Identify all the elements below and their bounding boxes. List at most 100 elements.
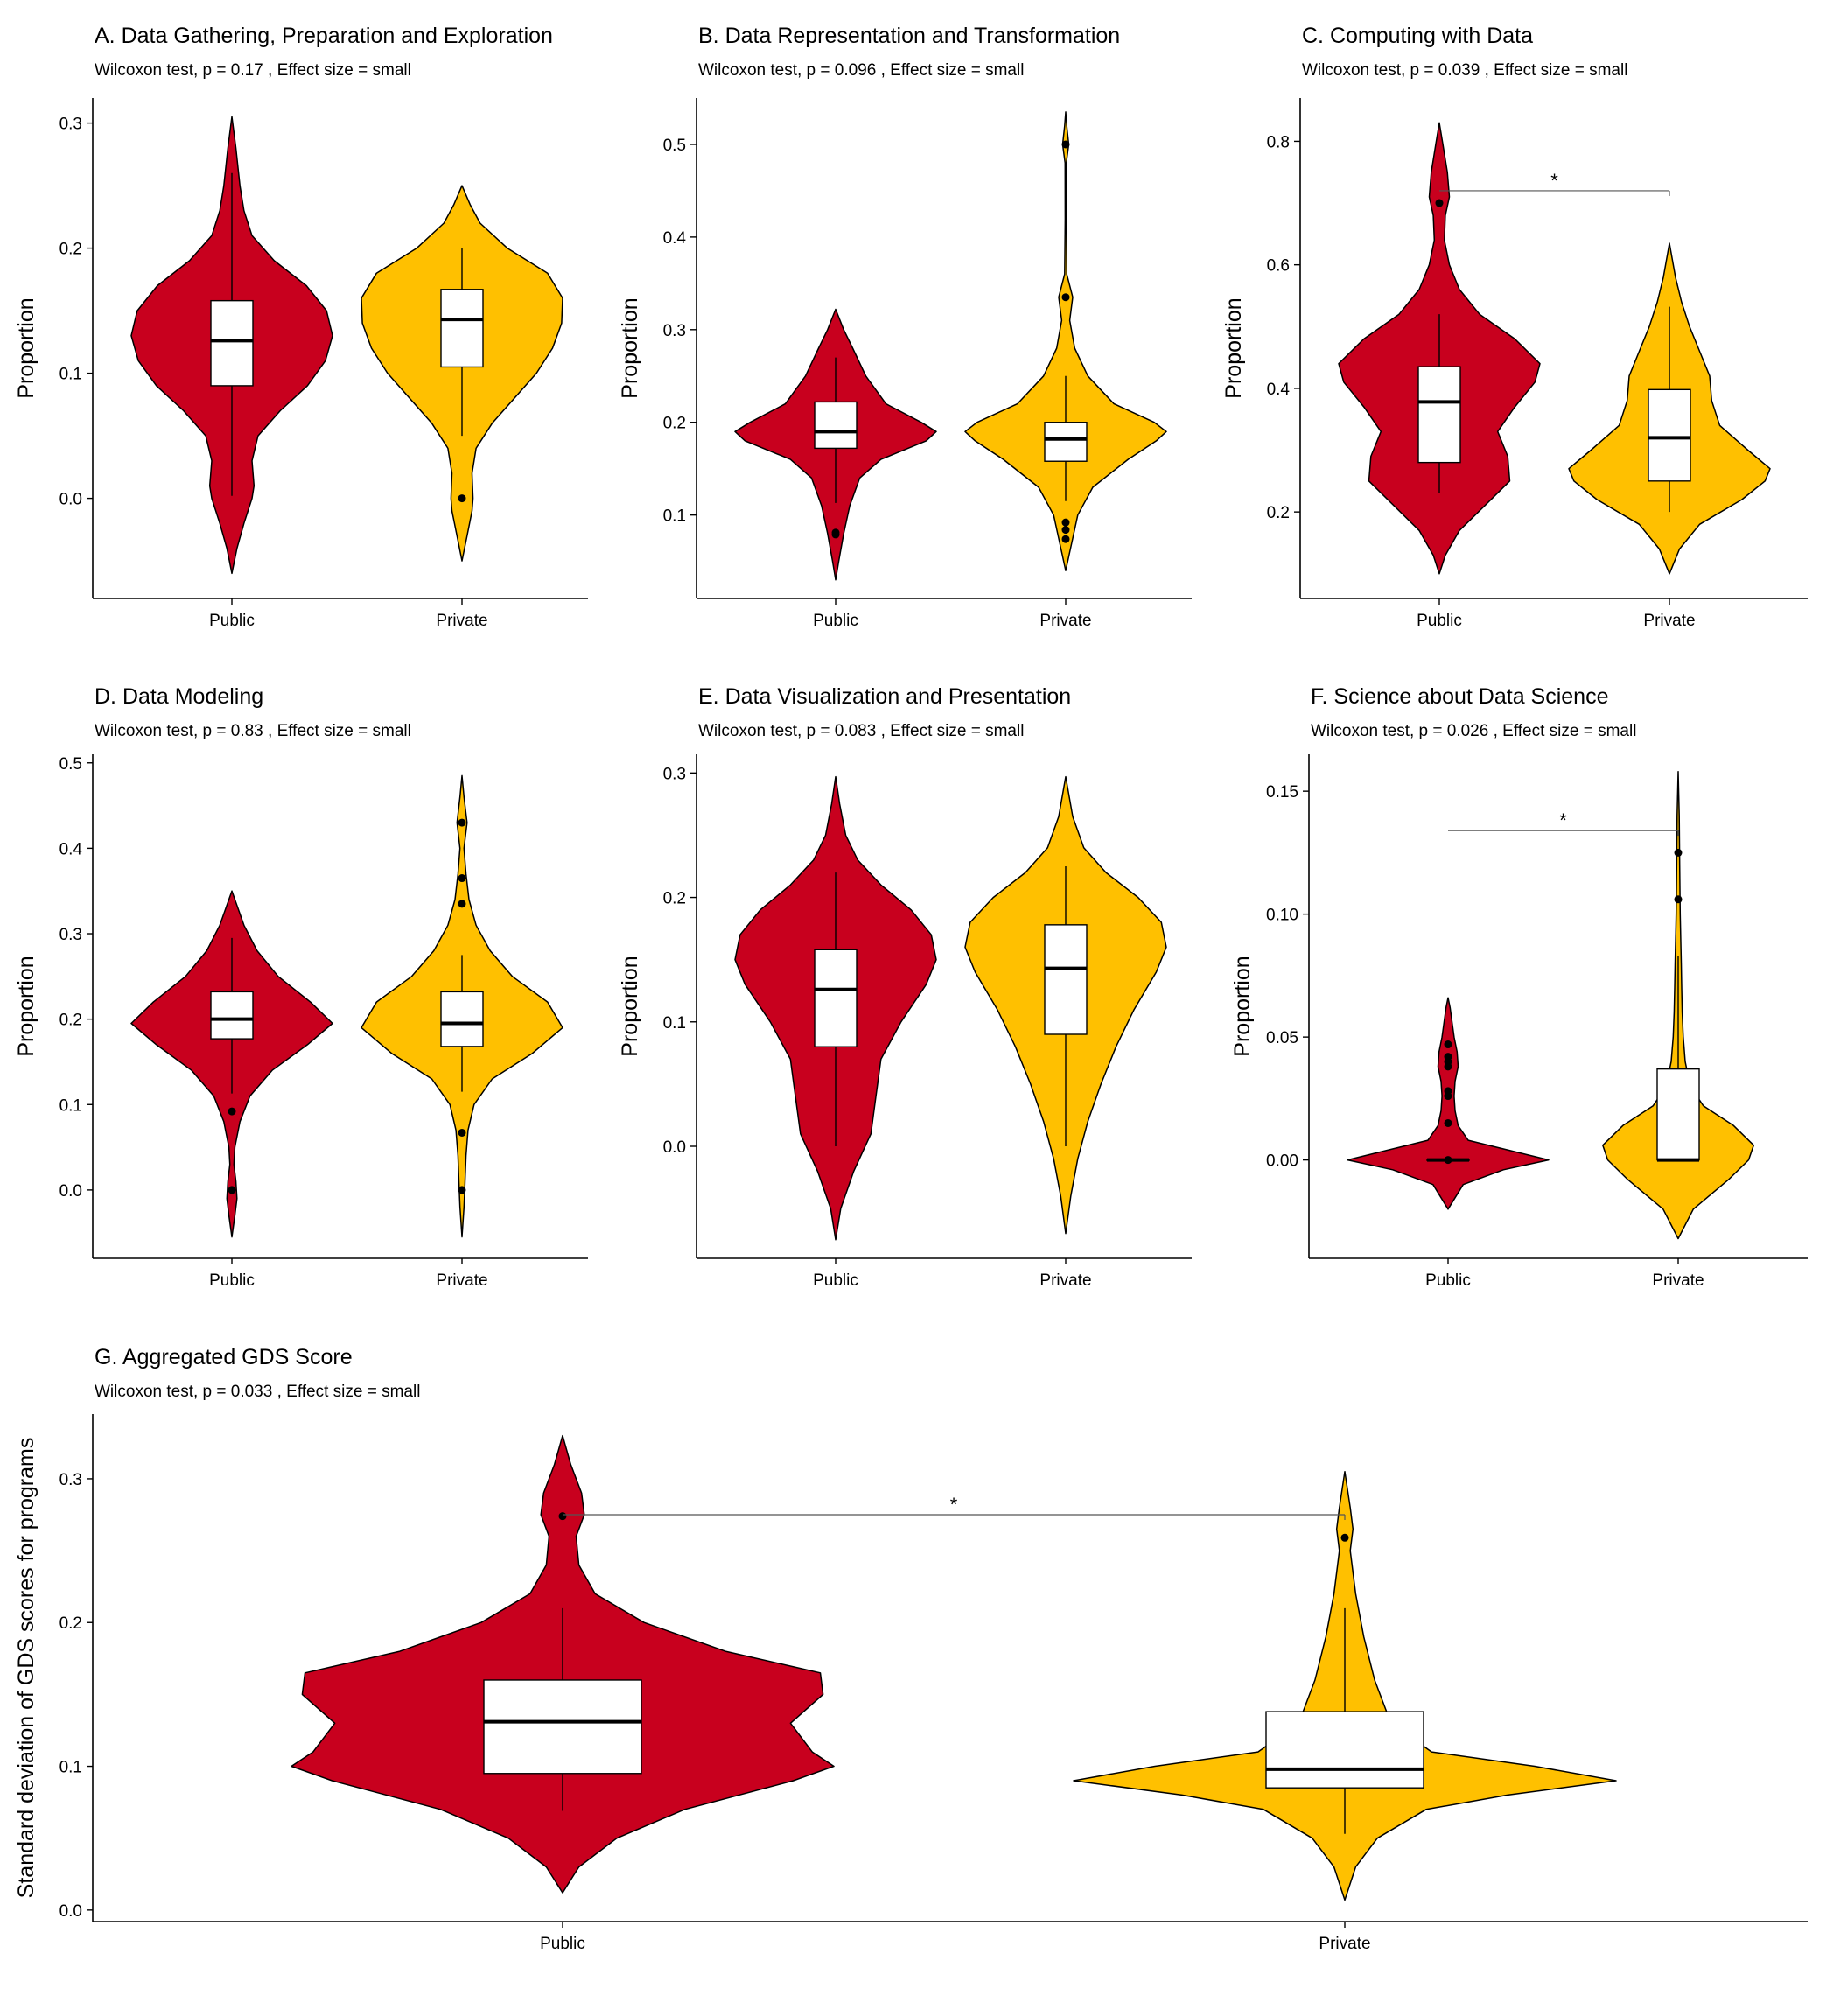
- chart-subtitle: Wilcoxon test, p = 0.83 , Effect size = …: [94, 722, 411, 740]
- y-axis-title: Proportion: [1222, 298, 1246, 398]
- box-iqr: [814, 948, 858, 1047]
- outlier-point: [1674, 895, 1683, 904]
- box-iqr: [1656, 1068, 1700, 1161]
- chart-subtitle: Wilcoxon test, p = 0.033 , Effect size =…: [94, 1382, 420, 1401]
- y-tick-label: 0.4: [60, 840, 83, 858]
- outlier-point: [831, 530, 840, 539]
- outlier-point: [1061, 293, 1070, 302]
- panel-a: A. Data Gathering, Preparation and Explo…: [14, 24, 588, 630]
- y-tick-label: 0.2: [1267, 504, 1290, 522]
- chart-subtitle: Wilcoxon test, p = 0.17 , Effect size = …: [94, 61, 411, 80]
- box-iqr: [1265, 1711, 1424, 1788]
- panel-g: G. Aggregated GDS Score Wilcoxon test, p …: [14, 1345, 1808, 1953]
- y-tick-label: 0.0: [60, 491, 82, 509]
- y-tick-label: 0.3: [663, 322, 686, 340]
- y-tick-label: 0.4: [663, 229, 687, 248]
- outlier-point: [458, 1128, 466, 1137]
- chart-title: E. Data Visualization and Presentation: [698, 684, 1071, 709]
- y-axis-title: Proportion: [14, 956, 38, 1056]
- outlier-point: [1444, 1118, 1452, 1127]
- outlier-point: [458, 900, 466, 908]
- y-tick-label: 0.3: [60, 1471, 82, 1489]
- outlier-point: [1435, 199, 1444, 207]
- box-iqr: [1044, 422, 1088, 462]
- box-iqr: [1648, 388, 1691, 482]
- chart-subtitle: Wilcoxon test, p = 0.039 , Effect size =…: [1302, 61, 1628, 80]
- outlier-point: [1444, 1092, 1452, 1101]
- chart-subtitle: Wilcoxon test, p = 0.026 , Effect size =…: [1311, 722, 1636, 740]
- x-tick-label: Private: [1040, 612, 1091, 630]
- outlier-point: [228, 1186, 236, 1194]
- y-tick-label: 0.3: [60, 116, 82, 134]
- y-tick-label: 0.1: [60, 1759, 82, 1777]
- chart-title: A. Data Gathering, Preparation and Explo…: [94, 24, 553, 48]
- significance-label: *: [1550, 170, 1558, 192]
- y-axis-title: Proportion: [1230, 956, 1255, 1056]
- y-tick-label: 0.6: [1267, 257, 1290, 276]
- outlier-point: [1061, 518, 1070, 527]
- panel-c: C. Computing with Data Wilcoxon test, p =…: [1222, 24, 1808, 630]
- y-tick-label: 0.1: [663, 1014, 686, 1032]
- x-tick-label: Public: [1425, 1271, 1471, 1290]
- x-tick-label: Public: [813, 1271, 858, 1290]
- y-tick-label: 0.0: [663, 1138, 686, 1157]
- outlier-point: [1061, 535, 1070, 543]
- chart-title: G. Aggregated GDS Score: [94, 1345, 353, 1369]
- y-axis-title: Proportion: [618, 298, 642, 398]
- x-tick-label: Public: [209, 1271, 255, 1290]
- box-iqr: [440, 990, 484, 1047]
- chart-subtitle: Wilcoxon test, p = 0.083 , Effect size =…: [698, 722, 1024, 740]
- y-tick-label: 0.5: [60, 755, 82, 774]
- y-tick-label: 0.8: [1267, 133, 1290, 151]
- y-tick-label: 0.2: [60, 1012, 82, 1030]
- outlier-point: [1340, 1533, 1349, 1542]
- significance-label: *: [950, 1494, 958, 1516]
- y-tick-label: 0.05: [1266, 1029, 1298, 1047]
- significance-label: *: [1559, 809, 1567, 831]
- y-tick-label: 0.1: [60, 1096, 82, 1115]
- outlier-point: [458, 1186, 466, 1194]
- y-tick-label: 0.10: [1266, 906, 1298, 925]
- outlier-point: [458, 874, 466, 883]
- violin-public: [1347, 997, 1550, 1210]
- outlier-point: [1444, 1062, 1452, 1071]
- y-axis-title: Proportion: [14, 298, 38, 398]
- panel-f: F. Science about Data Science Wilcoxon te…: [1230, 684, 1808, 1290]
- panel-e: E. Data Visualization and Presentation Wi…: [618, 684, 1192, 1290]
- outlier-point: [458, 818, 466, 827]
- outlier-point: [1674, 848, 1683, 857]
- y-tick-label: 0.3: [60, 926, 82, 944]
- box-iqr: [1418, 366, 1461, 464]
- outlier-point: [1061, 526, 1070, 535]
- x-tick-label: Private: [1652, 1271, 1704, 1290]
- y-tick-label: 0.2: [663, 415, 686, 433]
- y-axis-title: Proportion: [618, 956, 642, 1056]
- chart-title: B. Data Representation and Transformatio…: [698, 24, 1120, 48]
- x-tick-label: Public: [1417, 612, 1462, 630]
- outlier-point: [228, 1107, 236, 1116]
- box-iqr: [210, 990, 254, 1040]
- y-tick-label: 0.5: [663, 136, 686, 155]
- y-tick-label: 0.2: [663, 890, 686, 908]
- violin-private: [964, 111, 1167, 571]
- chart-title: C. Computing with Data: [1302, 24, 1533, 48]
- chart-title: D. Data Modeling: [94, 684, 263, 709]
- outlier-point: [458, 494, 466, 503]
- y-tick-label: 0.0: [60, 1182, 82, 1200]
- x-tick-label: Private: [1040, 1271, 1091, 1290]
- box-iqr: [210, 299, 254, 387]
- x-tick-label: Private: [1643, 612, 1695, 630]
- y-tick-label: 0.15: [1266, 783, 1298, 802]
- outlier-point: [1061, 140, 1070, 149]
- panel-d: D. Data Modeling Wilcoxon test, p = 0.83 …: [14, 684, 588, 1290]
- y-tick-label: 0.00: [1266, 1152, 1298, 1171]
- x-tick-label: Private: [436, 612, 487, 630]
- y-tick-label: 0.0: [60, 1902, 82, 1921]
- y-tick-label: 0.1: [663, 508, 686, 526]
- chart-title: F. Science about Data Science: [1311, 684, 1608, 709]
- box-iqr: [1044, 924, 1088, 1035]
- x-tick-label: Public: [209, 612, 255, 630]
- outlier-point: [1444, 1156, 1452, 1165]
- outlier-point: [1444, 1040, 1452, 1049]
